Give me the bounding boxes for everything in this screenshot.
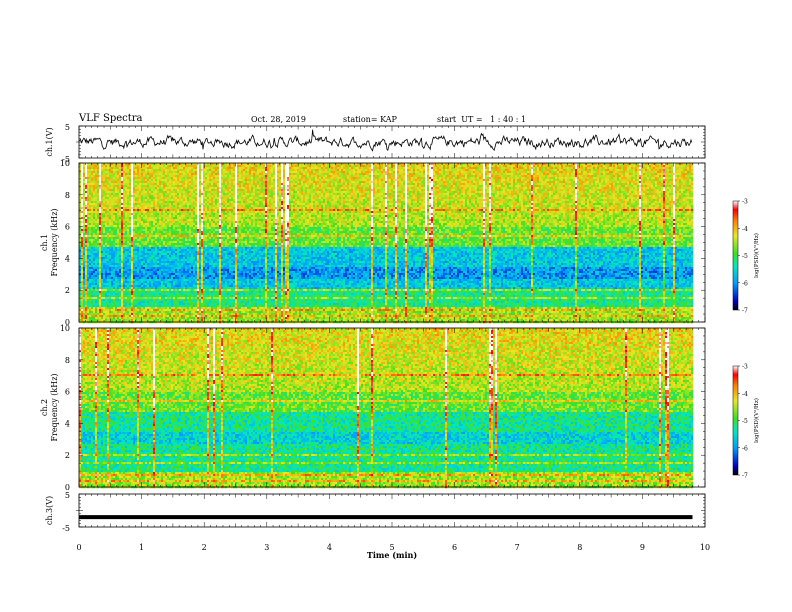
x-axis-label: Time (min) [367, 550, 417, 560]
ch2-spectrogram-colorbar-tick: -3 [742, 364, 748, 371]
x-tick-label: 1 [139, 543, 144, 552]
ch1-spectrogram-ytick: 4 [65, 254, 70, 263]
x-tick-label: 7 [515, 543, 520, 552]
ch1-spectrogram-colorbar-tick: -3 [742, 199, 748, 206]
ch2-spectrogram-ylabel: Frequency (kHz) [50, 373, 59, 441]
ch1-waveform-ylabel: ch.1(V) [45, 127, 54, 156]
ch2-spectrogram-colorbar [733, 366, 738, 475]
ch3-waveform-ytick-top: 5 [65, 491, 70, 500]
ch2-spectrogram-ytick: 2 [65, 451, 70, 460]
x-tick-label: 10 [700, 543, 710, 552]
ch1-waveform-ytick-top: 5 [65, 123, 70, 132]
ch1-spectrogram-cells [79, 163, 693, 323]
ch2-spectrogram-ytick: 6 [65, 388, 70, 397]
ch2-spectrogram-colorbar-label: log(PSD)(V²/Hz) [753, 398, 760, 443]
x-tick-label: 8 [577, 543, 582, 552]
x-tick-label: 4 [327, 543, 332, 552]
x-tick-label: 0 [76, 543, 81, 552]
ch2-spectrogram-colorbar-tick: -7 [742, 473, 748, 480]
ch2-spectrogram-ytick: 8 [65, 356, 70, 365]
ch2-spectrogram-colorbar-tick: -5 [742, 418, 748, 425]
ch1-spectrogram-colorbar-tick: -6 [742, 280, 748, 287]
ch1-spectrogram-colorbar-label: log(PSD)(V²/Hz) [753, 233, 760, 278]
ch2-spectrogram-colorbar-tick: -6 [742, 445, 748, 452]
x-tick-label: 6 [452, 543, 457, 552]
ch1-spectrogram-colorbar-tick: -5 [742, 253, 748, 260]
ch3-waveform-ytick-bottom: -5 [62, 524, 70, 533]
ch1-spectrogram-ylabel: Frequency (kHz) [50, 208, 59, 276]
x-tick-label: 9 [640, 543, 645, 552]
ch1-spectrogram-colorbar-tick: -7 [742, 308, 748, 315]
ch1-spectrogram-channel-label: ch.1 [40, 234, 49, 251]
x-tick-label: 2 [202, 543, 207, 552]
ch1-waveform-ytick-bottom: -5 [62, 155, 70, 164]
ch2-spectrogram-cells [79, 328, 693, 488]
ch1-waveform-line [79, 130, 692, 151]
vlf-figure: -3-4-5-6-7log(PSD)(V²/Hz)ch.1 Frequency (… [0, 0, 792, 612]
ch2-spectrogram-ytick: 10 [60, 324, 70, 333]
x-tick-label: 3 [264, 543, 269, 552]
ch1-spectrogram-colorbar [733, 201, 738, 310]
ch1-spectrogram-colorbar-tick: -4 [742, 226, 748, 233]
ch2-spectrogram-colorbar-tick: -4 [742, 391, 748, 398]
ch2-spectrogram-channel-label: ch.2 [40, 399, 49, 416]
ch1-spectrogram-ytick: 6 [65, 223, 70, 232]
ch1-spectrogram-ytick: 8 [65, 191, 70, 200]
ch3-waveform-ylabel: ch.3(V) [45, 496, 54, 525]
ch1-spectrogram-ytick: 2 [65, 286, 70, 295]
ch2-spectrogram-ytick: 4 [65, 419, 70, 428]
